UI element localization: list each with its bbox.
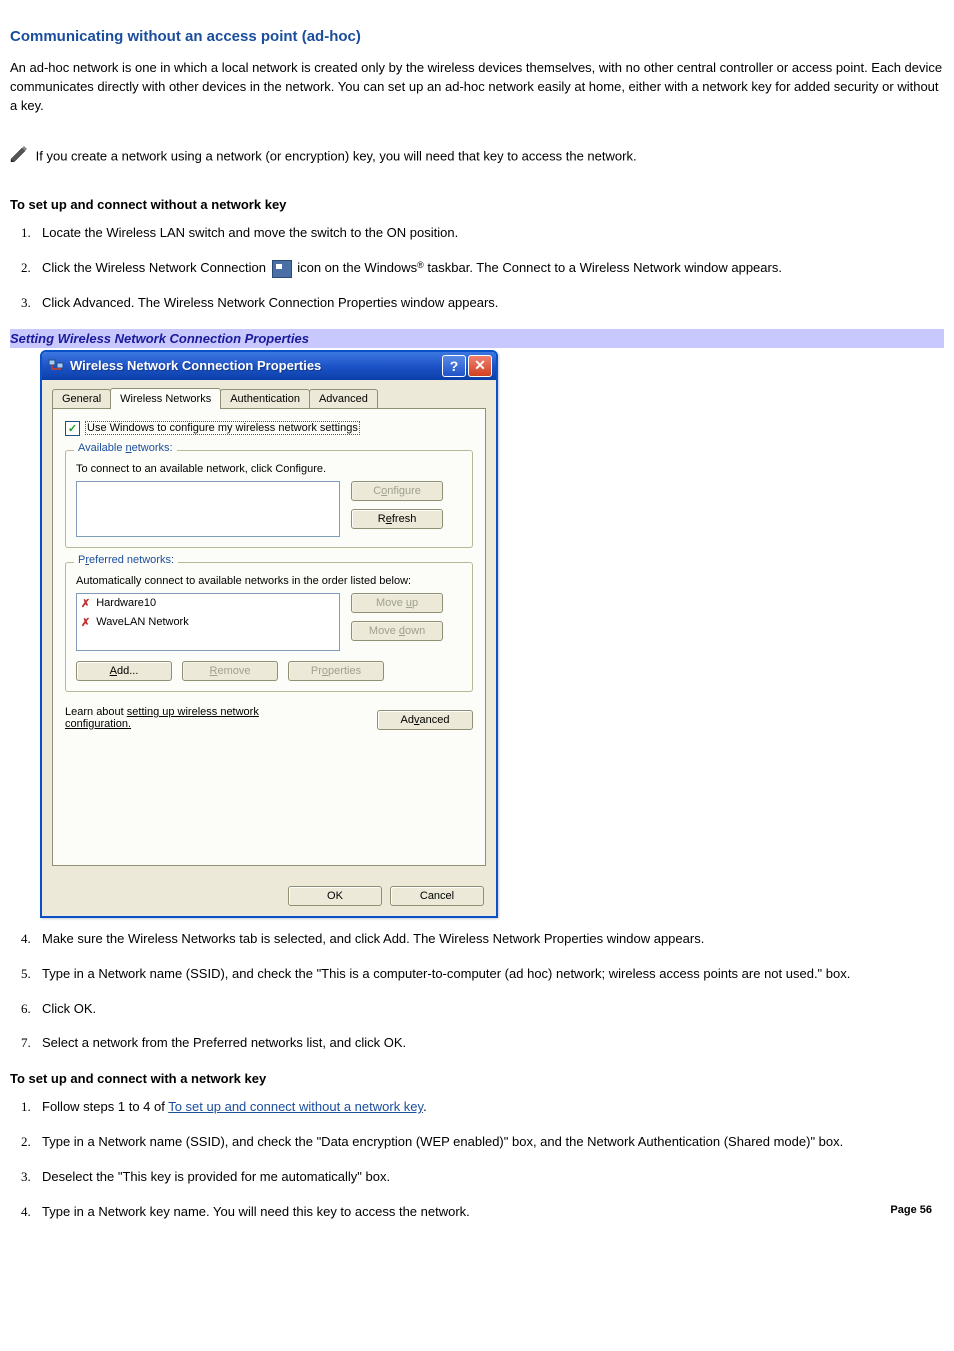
mu-pre: Move bbox=[376, 597, 406, 609]
properties-dialog: Wireless Network Connection Properties ?… bbox=[40, 350, 498, 918]
tab-strip: General Wireless Networks Authentication… bbox=[52, 388, 486, 409]
add-button[interactable]: Add... bbox=[76, 661, 172, 681]
preferred-desc: Automatically connect to available netwo… bbox=[76, 575, 462, 587]
network-item-icon: ✗ bbox=[81, 616, 90, 629]
tab-wireless-networks[interactable]: Wireless Networks bbox=[110, 388, 221, 409]
add-post: dd... bbox=[117, 665, 138, 677]
step-2-3: Deselect the "This key is provided for m… bbox=[34, 1168, 944, 1187]
refresh-button[interactable]: Refresh bbox=[351, 509, 443, 529]
ref-post: fresh bbox=[392, 513, 416, 525]
available-desc: To connect to an available network, clic… bbox=[76, 463, 462, 475]
advanced-button[interactable]: Advanced bbox=[377, 710, 473, 730]
registered-mark: ® bbox=[417, 260, 424, 270]
md-pre: Move bbox=[369, 625, 399, 637]
network-item-label: Hardware10 bbox=[96, 597, 156, 609]
steps-list-1b: Make sure the Wireless Networks tab is s… bbox=[34, 930, 944, 1053]
preferred-networks-listbox[interactable]: ✗ Hardware10 ✗ WaveLAN Network bbox=[76, 593, 340, 651]
adv-pre: Ad bbox=[401, 714, 414, 726]
tab-panel: ✓ Use Windows to configure my wireless n… bbox=[52, 408, 486, 866]
step-1-5: Type in a Network name (SSID), and check… bbox=[34, 965, 944, 984]
available-networks-group: Available networks: To connect to an ava… bbox=[65, 450, 473, 548]
dialog-body: General Wireless Networks Authentication… bbox=[42, 380, 496, 876]
steps-list-1: Locate the Wireless LAN switch and move … bbox=[34, 224, 944, 313]
add-u: A bbox=[110, 665, 117, 677]
network-item-label: WaveLAN Network bbox=[96, 616, 189, 628]
md-post: own bbox=[405, 625, 425, 637]
move-down-button[interactable]: Move down bbox=[351, 621, 443, 641]
note-text: If you create a network using a network … bbox=[36, 148, 637, 163]
note-pencil-icon bbox=[10, 146, 30, 168]
step-2-1: Follow steps 1 to 4 of To set up and con… bbox=[34, 1098, 944, 1117]
configure-button[interactable]: Configure bbox=[351, 481, 443, 501]
conf-post: nfigure bbox=[387, 485, 421, 497]
step-1-6: Click OK. bbox=[34, 1000, 944, 1019]
ok-cancel-row: OK Cancel bbox=[42, 876, 496, 916]
pref-legend-post: eferred networks: bbox=[89, 554, 174, 566]
network-item-icon: ✗ bbox=[81, 597, 90, 610]
figure-caption: Setting Wireless Network Connection Prop… bbox=[10, 329, 944, 348]
dialog-title: Wireless Network Connection Properties bbox=[70, 358, 440, 373]
tab-general[interactable]: General bbox=[52, 389, 111, 410]
preferred-networks-legend: Preferred networks: bbox=[74, 554, 178, 566]
prop-pre: Pr bbox=[311, 665, 322, 677]
titlebar-app-icon bbox=[48, 356, 64, 375]
step-2-1-a: Follow steps 1 to 4 of bbox=[42, 1099, 168, 1114]
ok-button[interactable]: OK bbox=[288, 886, 382, 906]
note-line: If you create a network using a network … bbox=[10, 146, 944, 168]
mu-post: p bbox=[412, 597, 418, 609]
preferred-networks-group: Preferred networks: Automatically connec… bbox=[65, 562, 473, 692]
available-networks-listbox[interactable] bbox=[76, 481, 340, 537]
step-1-7: Select a network from the Preferred netw… bbox=[34, 1034, 944, 1053]
section1-heading: To set up and connect without a network … bbox=[10, 197, 944, 212]
step-2-4-text: Type in a Network key name. You will nee… bbox=[42, 1204, 470, 1219]
titlebar-close-button[interactable]: ✕ bbox=[468, 355, 492, 377]
page-number: Page 56 bbox=[890, 1203, 932, 1219]
step-1-2: Click the Wireless Network Connection ic… bbox=[34, 259, 944, 278]
rem-post: emove bbox=[217, 665, 250, 677]
wireless-connection-icon bbox=[272, 260, 292, 278]
avail-legend-post: etworks: bbox=[132, 442, 173, 454]
avail-legend-pre: Available bbox=[78, 442, 126, 454]
list-item[interactable]: ✗ WaveLAN Network bbox=[77, 613, 339, 632]
step-1-2-a: Click the Wireless Network Connection bbox=[42, 260, 270, 275]
steps-list-2: Follow steps 1 to 4 of To set up and con… bbox=[34, 1098, 944, 1221]
step-2-1-b: . bbox=[423, 1099, 427, 1114]
move-up-button[interactable]: Move up bbox=[351, 593, 443, 613]
tab-advanced[interactable]: Advanced bbox=[309, 389, 378, 410]
prop-post: perties bbox=[328, 665, 361, 677]
step-1-1: Locate the Wireless LAN switch and move … bbox=[34, 224, 944, 243]
step-1-3: Click Advanced. The Wireless Network Con… bbox=[34, 294, 944, 313]
titlebar-help-button[interactable]: ? bbox=[442, 355, 466, 377]
page-heading: Communicating without an access point (a… bbox=[10, 28, 944, 45]
dialog-titlebar[interactable]: Wireless Network Connection Properties ?… bbox=[42, 352, 496, 380]
step-2-1-link[interactable]: To set up and connect without a network … bbox=[168, 1099, 423, 1114]
conf-pre: C bbox=[373, 485, 381, 497]
list-item[interactable]: ✗ Hardware10 bbox=[77, 594, 339, 613]
step-2-2: Type in a Network name (SSID), and check… bbox=[34, 1133, 944, 1152]
use-windows-row[interactable]: ✓ Use Windows to configure my wireless n… bbox=[65, 421, 473, 436]
available-networks-legend: Available networks: bbox=[74, 442, 177, 454]
ref-pre: R bbox=[378, 513, 386, 525]
section2-heading: To set up and connect with a network key bbox=[10, 1071, 944, 1086]
intro-paragraph: An ad-hoc network is one in which a loca… bbox=[10, 59, 944, 116]
cancel-button[interactable]: Cancel bbox=[390, 886, 484, 906]
step-1-4: Make sure the Wireless Networks tab is s… bbox=[34, 930, 944, 949]
step-1-2-b: icon on the Windows bbox=[297, 260, 417, 275]
remove-button[interactable]: Remove bbox=[182, 661, 278, 681]
tab-authentication[interactable]: Authentication bbox=[220, 389, 310, 410]
learn-pre: Learn about bbox=[65, 706, 127, 718]
learn-row: Learn about setting up wireless network … bbox=[65, 706, 473, 730]
adv-post: anced bbox=[419, 714, 449, 726]
step-1-2-c: taskbar. The Connect to a Wireless Netwo… bbox=[424, 260, 782, 275]
step-2-4: Type in a Network key name. You will nee… bbox=[34, 1203, 944, 1222]
use-windows-label: Use Windows to configure my wireless net… bbox=[85, 421, 360, 435]
use-windows-checkbox[interactable]: ✓ bbox=[65, 421, 80, 436]
properties-button[interactable]: Properties bbox=[288, 661, 384, 681]
